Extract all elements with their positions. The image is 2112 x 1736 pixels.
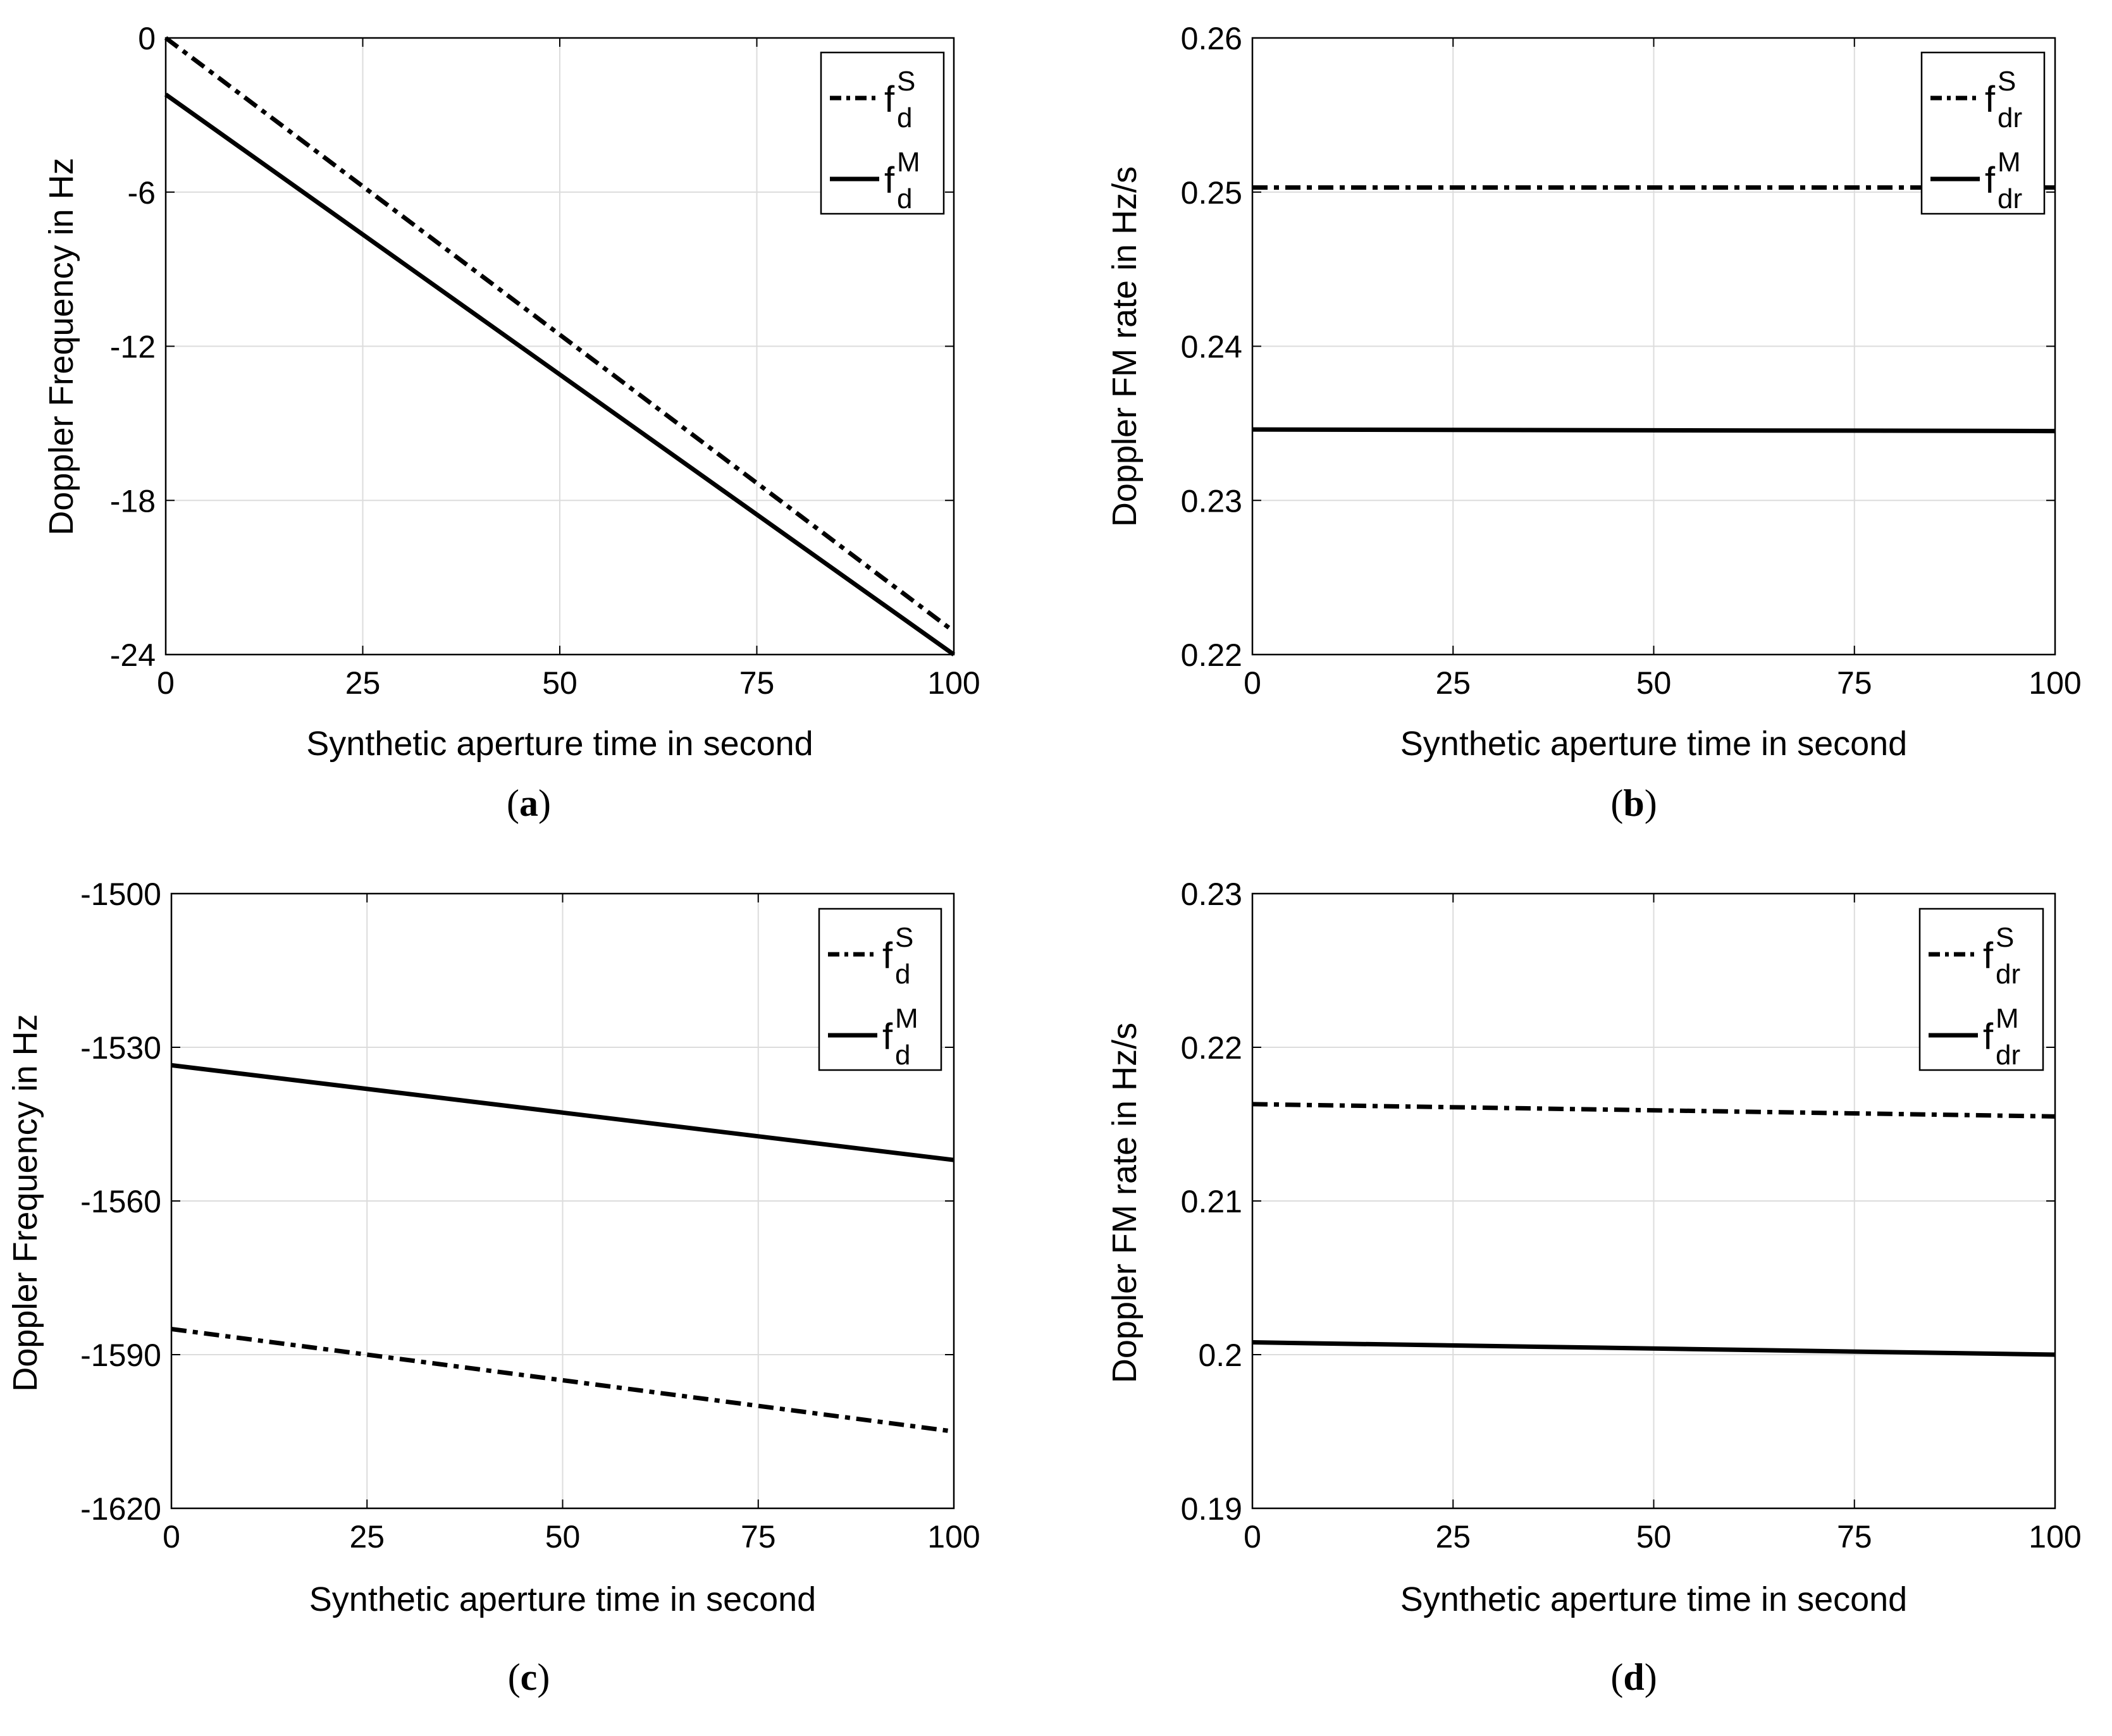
legend-label-sup: S (897, 66, 915, 97)
y-tick-label: 0.19 (1181, 1491, 1242, 1527)
axes-box (170, 892, 955, 1510)
legend-label-sub: d (895, 959, 910, 990)
y-tick-label: 0.22 (1181, 1030, 1242, 1066)
y-tick-label: -1620 (80, 1491, 161, 1527)
y-axis-label: Doppler Frequency in Hz (42, 157, 80, 535)
y-tick-label: 0.24 (1181, 329, 1242, 365)
legend-label-sub: d (897, 102, 912, 133)
y-tick-label: -1560 (80, 1184, 161, 1219)
x-tick-label: 100 (927, 665, 980, 701)
chart-panel-a: 0 25 50 75 100 0 -6 -12 -18 -24 Synthetic aperture… (42, 21, 980, 824)
x-tick-label: 0 (157, 665, 175, 701)
series-line-m (1252, 427, 2056, 434)
y-axis-label: Doppler FM rate in Hz/s (1106, 1023, 1144, 1383)
legend-label: f (884, 160, 895, 201)
x-tick-label: 25 (1435, 1519, 1471, 1554)
series-line-s (1252, 1102, 2056, 1119)
y-tick-label: 0.26 (1181, 21, 1242, 56)
x-axis-label: Synthetic aperture time in second (1400, 1580, 1907, 1618)
x-tick-label: 25 (349, 1519, 385, 1554)
legend-label-sub: dr (1998, 102, 2022, 133)
y-tick-label: -1500 (80, 877, 161, 912)
y-tick-label: 0.25 (1181, 175, 1242, 211)
x-tick-label: 100 (2029, 665, 2081, 701)
x-axis-label: Synthetic aperture time in second (1400, 725, 1907, 763)
x-tick-label: 25 (345, 665, 381, 701)
x-tick-label: 0 (163, 1519, 180, 1554)
legend-label: f (884, 79, 895, 120)
chart-panel-b: 0 25 50 75 100 0.26 0.25 0.24 0.23 0.22 Synthetic … (1106, 21, 2082, 824)
x-tick-label: 75 (741, 1519, 776, 1554)
axes-box (1251, 37, 2056, 656)
x-axis-label: Synthetic aperture time in second (306, 725, 813, 763)
axes-box (164, 37, 955, 656)
y-tick-label: 0.22 (1181, 637, 1242, 673)
legend-box (1920, 51, 2046, 215)
x-tick-label: 50 (542, 665, 577, 701)
x-tick-label: 75 (1837, 1519, 1872, 1554)
y-axis-label: Doppler Frequency in Hz (6, 1014, 44, 1391)
y-tick-label: -12 (110, 329, 156, 365)
x-tick-label: 0 (1244, 1519, 1261, 1554)
chart-panel-d: 0 25 50 75 100 0.23 0.22 0.21 0.2 0.19 Synthetic a… (1106, 877, 2082, 1698)
panel-caption: (c) (508, 1656, 550, 1698)
y-tick-label: 0.23 (1181, 877, 1242, 912)
x-tick-label: 100 (927, 1519, 980, 1554)
legend-box (820, 51, 945, 215)
y-tick-label: 0.23 (1181, 483, 1242, 519)
panel-caption: (a) (507, 782, 551, 824)
series-line-m (1252, 1340, 2056, 1357)
legend-label-sup: M (897, 147, 920, 178)
legend-label-sub: d (897, 183, 912, 214)
x-tick-label: 0 (1244, 665, 1261, 701)
series-line-m (171, 1062, 954, 1162)
legend-label-sub: dr (1996, 1040, 2020, 1071)
x-tick-label: 100 (2029, 1519, 2081, 1554)
legend-label-sup: M (1998, 147, 2021, 178)
series-line-m (164, 92, 956, 656)
y-tick-label: 0.21 (1181, 1184, 1242, 1219)
legend-label: f (882, 935, 893, 976)
panel-caption: (d) (1610, 1656, 1657, 1698)
legend-label: f (882, 1016, 893, 1057)
y-tick-label: 0 (138, 21, 156, 56)
legend-label-sub: dr (1996, 959, 2020, 990)
x-tick-label: 25 (1435, 665, 1471, 701)
y-tick-label: 0.2 (1198, 1338, 1242, 1373)
x-tick-label: 75 (1837, 665, 1872, 701)
legend-box (1918, 908, 2044, 1071)
legend-label-sup: S (895, 922, 913, 953)
y-axis-label: Doppler FM rate in Hz/s (1106, 166, 1144, 527)
legend-label-sub: dr (1998, 183, 2022, 214)
y-tick-label: -6 (128, 175, 156, 211)
x-axis-label: Synthetic aperture time in second (309, 1580, 816, 1618)
legend-label-sup: M (1996, 1003, 2019, 1034)
legend-label: f (1983, 1016, 1994, 1057)
y-tick-label: -1590 (80, 1338, 161, 1373)
x-tick-label: 75 (739, 665, 775, 701)
chart-panel-c: 0 25 50 75 100 -1500 -1530 -1560 -1590 -1620 Synth… (6, 877, 980, 1698)
x-tick-label: 50 (545, 1519, 581, 1554)
axes-box (1251, 892, 2056, 1510)
y-tick-label: -24 (110, 637, 156, 673)
legend-label: f (1985, 79, 1996, 120)
legend-box (818, 908, 942, 1071)
x-tick-label: 50 (1636, 1519, 1672, 1554)
legend-label: f (1985, 160, 1996, 201)
x-tick-label: 50 (1636, 665, 1672, 701)
legend-label: f (1983, 935, 1994, 976)
legend-label-sup: S (1996, 922, 2014, 953)
legend-label-sub: d (895, 1040, 910, 1071)
legend-label-sup: M (895, 1003, 918, 1034)
y-tick-label: -1530 (80, 1030, 161, 1066)
legend-label-sup: S (1998, 66, 2016, 97)
panel-caption: (b) (1610, 782, 1657, 824)
y-tick-label: -18 (110, 483, 156, 519)
